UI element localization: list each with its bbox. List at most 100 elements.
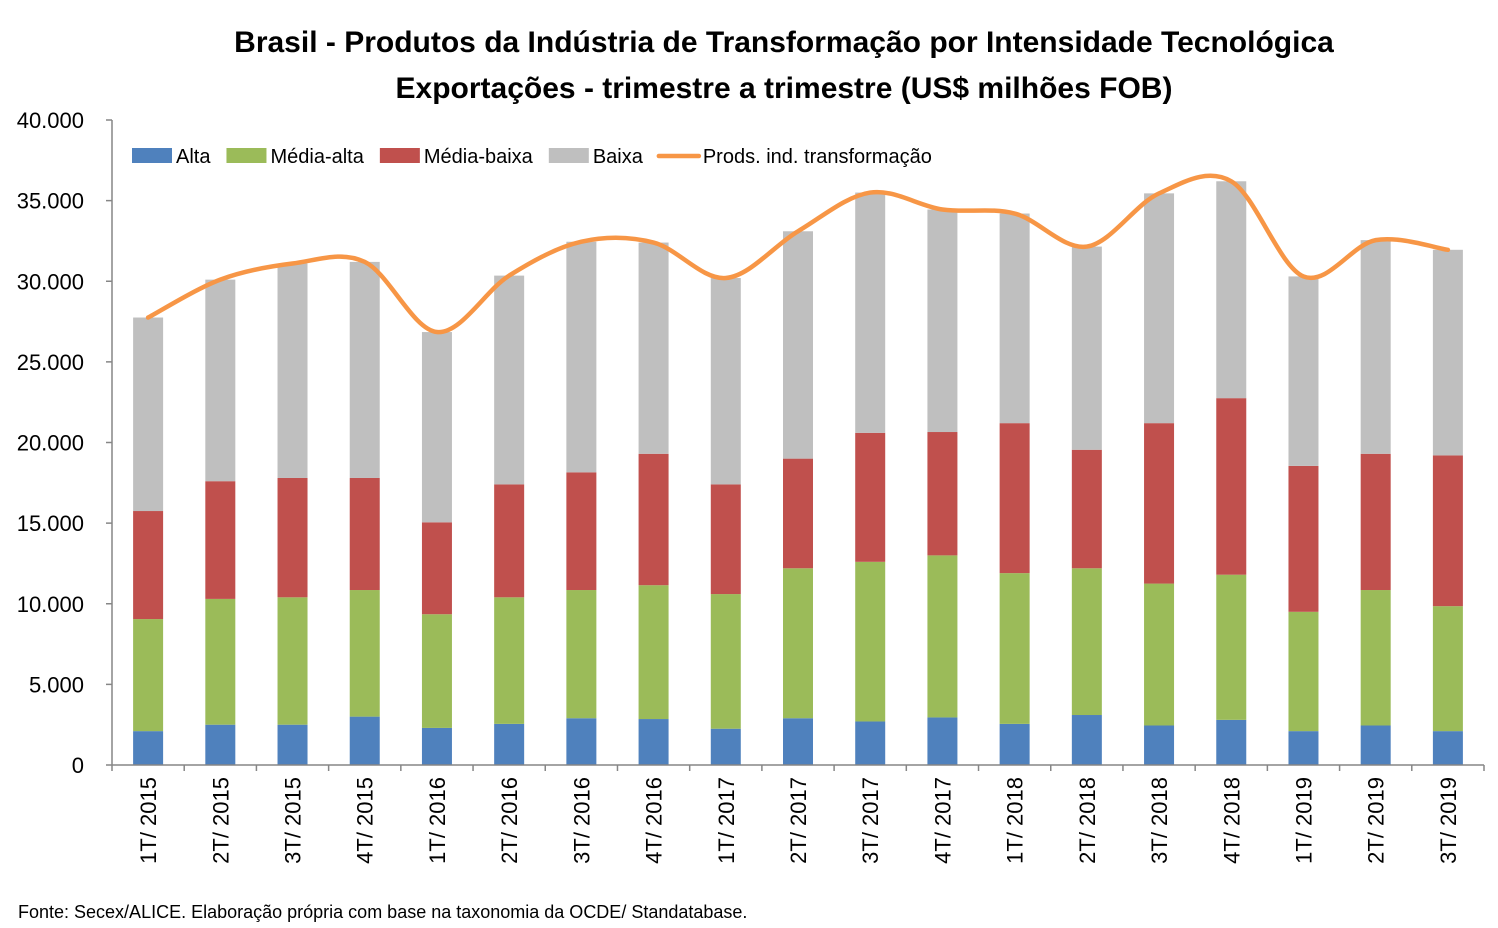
bar-baixa xyxy=(710,278,741,485)
bar-m-dia-alta xyxy=(349,590,380,717)
bar-baixa xyxy=(638,242,669,454)
bar-m-dia-baixa xyxy=(1216,398,1247,575)
bar-baixa xyxy=(566,241,597,473)
x-tick-label: 1T/ 2015 xyxy=(136,777,161,864)
x-tick-label: 4T/ 2018 xyxy=(1219,777,1244,864)
bar-alta xyxy=(349,716,380,765)
x-tick-label: 3T/ 2016 xyxy=(569,777,594,864)
bar-m-dia-baixa xyxy=(349,477,380,591)
bar-m-dia-alta xyxy=(277,597,308,725)
legend-swatch xyxy=(379,148,420,163)
x-tick-label: 4T/ 2015 xyxy=(353,777,378,864)
bar-m-dia-alta xyxy=(205,598,236,725)
bar-m-dia-alta xyxy=(133,619,164,732)
y-tick-label: 25.000 xyxy=(17,350,84,375)
x-tick-label: 2T/ 2016 xyxy=(497,777,522,864)
bar-baixa xyxy=(349,261,380,478)
bar-m-dia-baixa xyxy=(1360,453,1391,591)
bar-alta xyxy=(1216,719,1247,765)
bar-baixa xyxy=(1288,276,1319,466)
bar-m-dia-alta xyxy=(494,597,525,724)
y-tick-label: 10.000 xyxy=(17,592,84,617)
bar-alta xyxy=(1360,725,1391,765)
x-tick-label: 3T/ 2015 xyxy=(281,777,306,864)
x-tick-label: 4T/ 2017 xyxy=(930,777,955,864)
bar-m-dia-baixa xyxy=(855,432,886,562)
bar-m-dia-alta xyxy=(1288,611,1319,732)
legend-swatch xyxy=(548,148,589,163)
line-prods-ind-transformacao xyxy=(145,173,1451,335)
legend-label: Média-alta xyxy=(270,146,364,168)
bar-m-dia-alta xyxy=(1432,606,1463,732)
bar-m-dia-baixa xyxy=(566,472,597,591)
y-tick-label: 40.000 xyxy=(17,108,84,133)
bar-m-dia-baixa xyxy=(205,481,236,599)
bar-baixa xyxy=(783,231,813,459)
x-axis: 1T/ 2015 2T/ 2015 3T/ 2015 4T/ 2015 1T/ 2016… xyxy=(111,764,1485,864)
bar-m-dia-baixa xyxy=(1432,455,1463,607)
y-tick-label: 30.000 xyxy=(17,269,84,294)
bar-alta xyxy=(1432,731,1463,765)
bar-m-dia-baixa xyxy=(277,477,308,598)
bar-m-dia-alta xyxy=(1144,583,1175,726)
bar-m-dia-baixa xyxy=(494,484,525,598)
bar-m-dia-alta xyxy=(1071,568,1102,716)
legend-label: Prods. ind. transformação xyxy=(703,146,932,168)
x-tick-label: 1T/ 2016 xyxy=(425,777,450,864)
bar-alta xyxy=(1288,731,1319,765)
bar-alta xyxy=(1144,725,1175,765)
bar-m-dia-baixa xyxy=(421,522,452,615)
chart-title: Brasil - Produtos da Indústria de Transf… xyxy=(234,26,1334,59)
x-tick-label: 1T/ 2019 xyxy=(1291,777,1316,864)
y-axis: 0 5.000 10.000 15.000 20.000 25.000 30.000 35.0… xyxy=(17,108,113,778)
x-tick-label: 2T/ 2015 xyxy=(208,777,233,864)
bar-alta xyxy=(421,727,452,765)
bar-alta xyxy=(566,718,597,765)
bar-alta xyxy=(783,718,813,765)
bar-m-dia-alta xyxy=(1216,574,1247,720)
x-tick-label: 3T/ 2018 xyxy=(1147,777,1172,864)
bar-m-dia-alta xyxy=(710,594,741,729)
bar-baixa xyxy=(1216,181,1247,399)
bar-baixa xyxy=(999,213,1030,424)
bar-alta xyxy=(710,728,741,765)
bar-alta xyxy=(133,731,164,765)
bar-m-dia-alta xyxy=(1360,590,1391,726)
bar-m-dia-baixa xyxy=(710,484,741,595)
bar-baixa xyxy=(277,263,308,478)
bar-m-dia-baixa xyxy=(133,511,164,620)
bar-baixa xyxy=(855,192,886,433)
bar-alta xyxy=(927,717,958,765)
bar-m-dia-alta xyxy=(855,561,886,722)
bar-alta xyxy=(494,723,525,765)
bar-baixa xyxy=(421,332,452,523)
legend-label: Média-baixa xyxy=(424,146,534,168)
bar-baixa xyxy=(1144,193,1175,424)
x-tick-label: 2T/ 2017 xyxy=(786,777,811,864)
bar-m-dia-alta xyxy=(999,573,1030,724)
bar-baixa xyxy=(1071,246,1102,450)
bar-m-dia-alta xyxy=(566,590,597,719)
bar-m-dia-baixa xyxy=(1071,449,1102,569)
bar-m-dia-baixa xyxy=(999,423,1030,574)
bar-m-dia-baixa xyxy=(638,453,669,586)
bars xyxy=(133,181,1463,765)
bar-m-dia-baixa xyxy=(927,432,958,556)
bar-alta xyxy=(205,724,236,765)
y-tick-label: 15.000 xyxy=(17,511,84,536)
bar-m-dia-alta xyxy=(421,614,452,728)
bar-m-dia-baixa xyxy=(783,458,813,569)
bar-alta xyxy=(999,723,1030,765)
x-tick-label: 1T/ 2017 xyxy=(714,777,739,864)
legend: Alta Média-alta Média-baixa Baixa Prods. ind… xyxy=(132,146,932,168)
y-tick-label: 5.000 xyxy=(29,672,84,697)
bar-m-dia-baixa xyxy=(1288,465,1319,612)
bar-alta xyxy=(638,719,669,765)
x-tick-label: 1T/ 2018 xyxy=(1003,777,1028,864)
y-tick-label: 0 xyxy=(72,753,84,778)
total-line xyxy=(145,173,1451,335)
x-tick-label: 2T/ 2019 xyxy=(1364,777,1389,864)
legend-label: Baixa xyxy=(593,146,644,168)
x-tick-label: 3T/ 2019 xyxy=(1436,777,1461,864)
